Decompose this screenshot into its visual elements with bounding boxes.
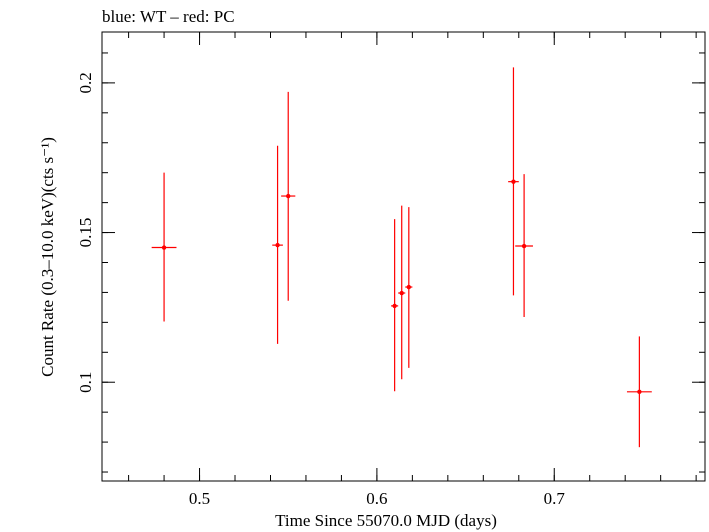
x-axis-label: Time Since 55070.0 MJD (days) <box>275 511 497 530</box>
x-tick-label: 0.6 <box>366 489 387 508</box>
data-marker <box>511 179 516 184</box>
data-marker <box>521 243 527 249</box>
x-tick-label: 0.5 <box>189 489 210 508</box>
data-marker <box>286 193 291 199</box>
data-marker <box>392 303 397 309</box>
y-axis-label: Count Rate (0.3–10.0 keV)(cts s⁻¹) <box>38 137 57 377</box>
data-point <box>405 207 413 368</box>
y-tick-label: 0.15 <box>76 218 95 248</box>
x-axis-ticks <box>128 32 697 481</box>
data-points-pc <box>151 67 652 448</box>
x-tick-label: 0.7 <box>544 489 566 508</box>
y-tick-label: 0.1 <box>76 372 95 393</box>
y-axis-tick-labels: 0.1 0.15 0.2 <box>76 72 95 393</box>
data-point <box>626 336 652 448</box>
y-axis-ticks <box>102 52 705 473</box>
plot-frame <box>101 31 706 482</box>
y-tick-label: 0.2 <box>76 72 95 93</box>
data-marker <box>275 242 280 248</box>
chart-title: blue: WT – red: PC <box>102 7 235 26</box>
data-marker <box>406 284 412 290</box>
data-point <box>515 174 533 317</box>
data-point <box>151 172 177 322</box>
data-point <box>508 67 519 296</box>
x-axis-tick-labels: 0.5 0.6 0.7 <box>189 489 565 508</box>
data-point <box>391 219 399 392</box>
data-point <box>398 205 406 380</box>
data-marker <box>637 389 642 394</box>
data-point <box>272 145 283 344</box>
data-point <box>281 91 296 301</box>
data-marker <box>399 290 404 296</box>
data-marker <box>161 245 167 250</box>
